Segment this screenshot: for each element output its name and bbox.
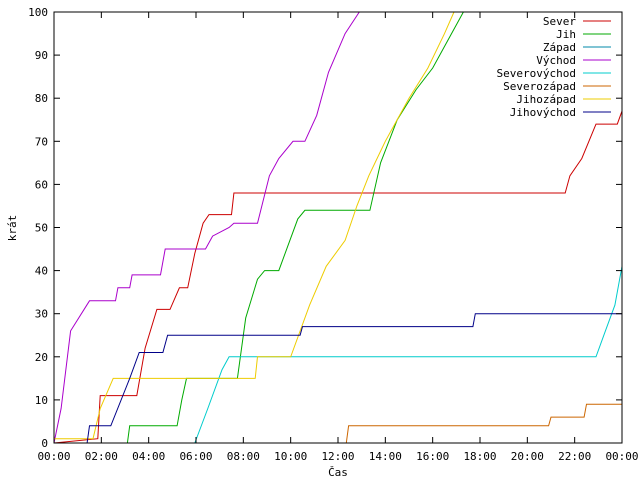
x-tick-label: 16:00 — [416, 450, 449, 463]
y-tick-label: 10 — [35, 394, 48, 407]
y-tick-label: 60 — [35, 178, 48, 191]
x-tick-label: 14:00 — [369, 450, 402, 463]
legend: SeverJihZápadVýchodSeverovýchodSeverozáp… — [497, 15, 611, 119]
legend-label: Západ — [543, 41, 576, 54]
x-tick-label: 02:00 — [85, 450, 118, 463]
legend-label: Jihozápad — [516, 93, 576, 106]
y-tick-label: 30 — [35, 308, 48, 321]
legend-label: Jih — [556, 28, 576, 41]
legend-label: Severovýchod — [497, 67, 576, 80]
series-line-Sever — [54, 111, 622, 443]
x-axis-label: Čas — [328, 466, 348, 479]
line-chart: 0 10 20 30 40 50 60 70 80 90 100 00:00 02:00 04:00 06… — [0, 0, 640, 480]
legend-label: Jihovýchod — [510, 106, 576, 119]
y-tick-label: 40 — [35, 265, 48, 278]
y-tick-label: 50 — [35, 222, 48, 235]
x-tick-label: 00:00 — [37, 450, 70, 463]
y-tick-label: 0 — [41, 437, 48, 450]
y-tick-label: 80 — [35, 92, 48, 105]
x-tick-label: 06:00 — [179, 450, 212, 463]
x-tick-label: 20:00 — [511, 450, 544, 463]
x-tick-label: 08:00 — [227, 450, 260, 463]
x-tick-label: 22:00 — [558, 450, 591, 463]
series-line-Jihozápad — [54, 12, 454, 439]
x-tick-label: 12:00 — [321, 450, 354, 463]
x-tick-label: 10:00 — [274, 450, 307, 463]
legend-label: Severozápad — [503, 80, 576, 93]
x-tick-label: 18:00 — [463, 450, 496, 463]
x-tick-label: 04:00 — [132, 450, 165, 463]
y-tick-label: 70 — [35, 135, 48, 148]
y-axis-label: krát — [6, 215, 19, 242]
series-line-Severovýchod — [54, 266, 622, 443]
y-tick-label: 100 — [28, 6, 48, 19]
legend-label: Sever — [543, 15, 576, 28]
y-tick-label: 90 — [35, 49, 48, 62]
y-tick-label: 20 — [35, 351, 48, 364]
legend-label: Východ — [536, 54, 576, 67]
x-tick-label: 00:00 — [605, 450, 638, 463]
